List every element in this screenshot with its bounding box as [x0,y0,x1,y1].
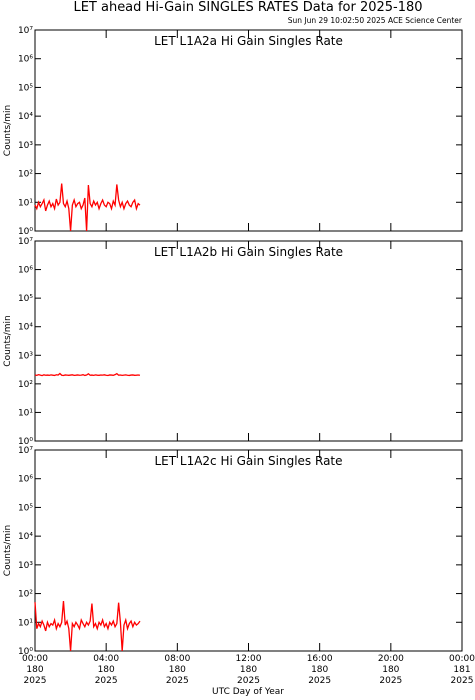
y-axis-label: Counts/min [3,105,13,156]
y-tick-label: 10³ [18,561,33,571]
x-tick-label-line: 00:00 [22,654,48,664]
y-tick-label: 10⁰ [18,647,33,657]
timestamp: Sun Jun 29 10:02:50 2025 ACE Science Cen… [288,16,463,25]
y-tick-label: 10⁴ [18,323,33,333]
y-tick-label: 10⁷ [18,446,33,456]
x-tick-label-line: 180 [169,665,186,675]
y-tick-label: 10⁶ [18,55,33,65]
x-tick-label-line: 180 [26,665,43,675]
x-tick-label-line: 08:00 [164,654,190,664]
y-tick-label: 10⁶ [18,475,33,485]
x-tick-label: 04:00 180 2025 [93,654,119,686]
x-tick-label-line: 2025 [451,676,474,686]
y-tick-label: 10² [18,170,33,180]
y-tick-label: 10³ [18,141,33,151]
x-tick-label-line: 12:00 [236,654,262,664]
data-line [34,183,141,232]
x-tick-label: 08:00 180 2025 [164,654,190,686]
y-tick-label: 10⁰ [18,437,33,447]
y-tick-label: 10⁴ [18,532,33,542]
y-tick-label: 10⁵ [18,503,33,513]
y-tick-label: 10⁷ [18,237,33,247]
y-tick-label: 10⁶ [18,266,33,276]
x-tick-label-line: 2025 [166,676,189,686]
y-tick-label: 10¹ [18,618,33,628]
x-tick-label-line: 2025 [379,676,402,686]
x-tick-label: 00:00 180 2025 [22,654,48,686]
x-tick-label-line: 2025 [95,676,118,686]
y-tick-label: 10⁵ [18,83,33,93]
y-tick-label: 10¹ [18,408,33,418]
y-tick-label: 10⁷ [18,26,33,36]
y-tick-label: 10⁰ [18,227,33,237]
data-line [34,600,141,652]
x-tick-label-line: 2025 [237,676,260,686]
x-tick-label-line: 2025 [308,676,331,686]
x-tick-label-line: 2025 [24,676,47,686]
y-tick-label: 10³ [18,351,33,361]
y-tick-label: 10² [18,380,33,390]
page-title: LET ahead Hi-Gain SINGLES RATES Data for… [73,0,422,15]
x-tick-label-line: 180 [311,665,328,675]
x-tick-label-line: 180 [240,665,257,675]
panel-title: LET L1A2b Hi Gain Singles Rate [154,245,343,259]
x-tick-label-line: 181 [453,665,470,675]
x-tick-label: 20:00 180 2025 [378,654,404,686]
x-tick-label-line: 00:00 [449,654,475,664]
x-tick-label-line: 04:00 [93,654,119,664]
y-axis-label: Counts/min [3,315,13,366]
y-tick-label: 10² [18,590,33,600]
data-line [34,372,141,377]
y-tick-label: 10¹ [18,198,33,208]
x-tick-label: 12:00 180 2025 [236,654,262,686]
x-tick-label: 16:00 180 2025 [307,654,333,686]
panel-title: LET L1A2a Hi Gain Singles Rate [154,34,343,48]
x-axis-label: UTC Day of Year [212,687,284,697]
x-tick-label-line: 180 [98,665,115,675]
y-tick-label: 10⁵ [18,294,33,304]
panel-title: LET L1A2c Hi Gain Singles Rate [154,454,342,468]
x-tick-label: 00:00 181 2025 [449,654,475,686]
x-tick-label-line: 20:00 [378,654,404,664]
y-axis-label: Counts/min [3,525,13,576]
y-tick-label: 10⁴ [18,112,33,122]
x-tick-label-line: 180 [382,665,399,675]
x-tick-label-line: 16:00 [307,654,333,664]
